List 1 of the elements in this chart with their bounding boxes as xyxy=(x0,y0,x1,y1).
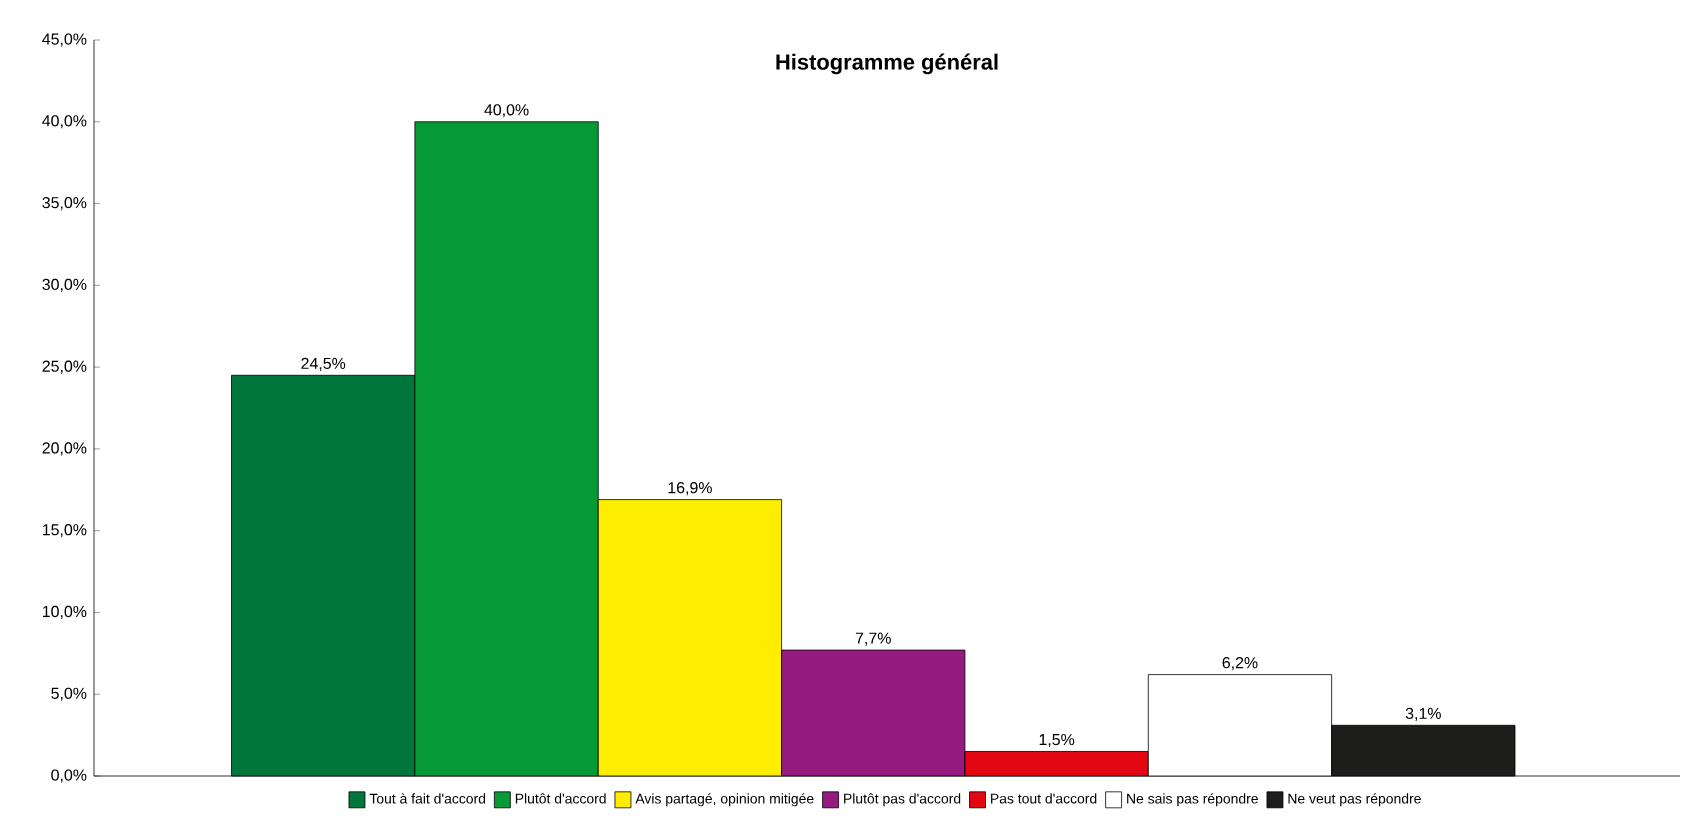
text: Histogramme général xyxy=(776,53,998,75)
